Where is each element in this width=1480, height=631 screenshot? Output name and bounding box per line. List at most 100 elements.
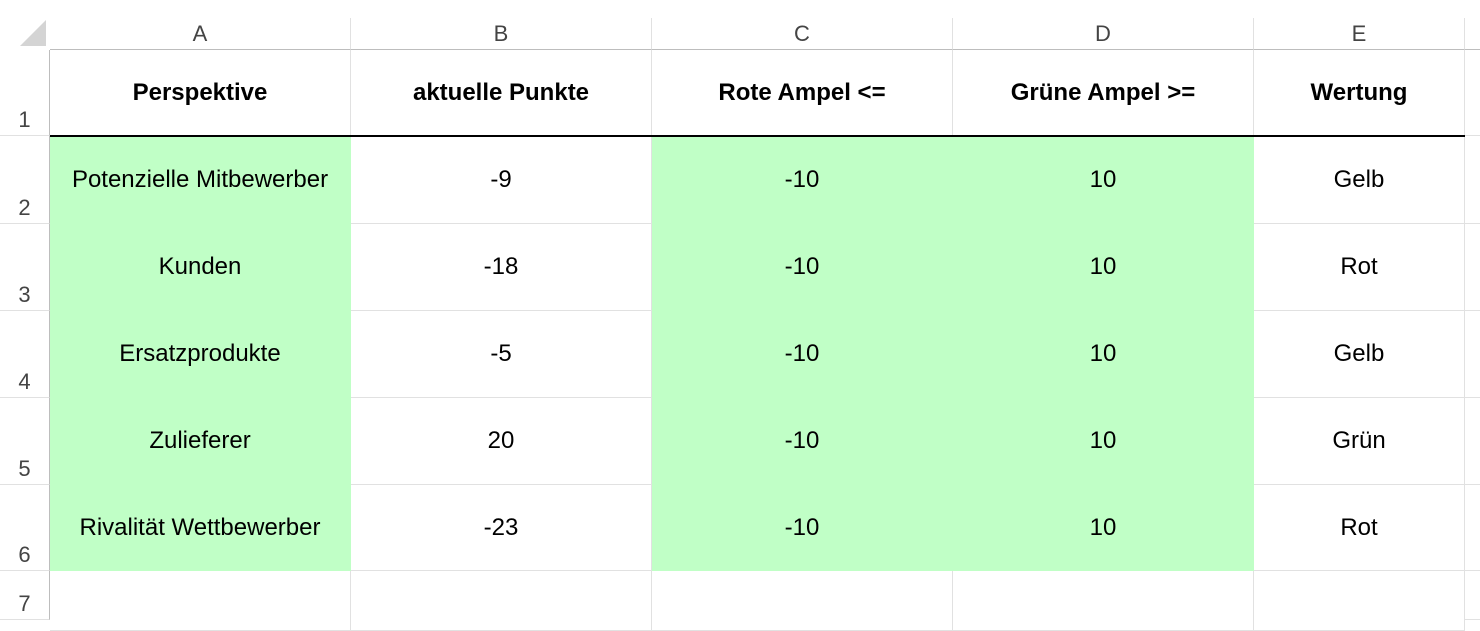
cell-text: Gelb [1333, 340, 1385, 367]
cell-text: -10 [784, 340, 820, 367]
cell-b5[interactable]: 20 [351, 398, 652, 485]
cell-b7[interactable] [351, 571, 652, 631]
cell-text: Potenzielle Mitbewerber [71, 166, 329, 193]
cell-text: D [1095, 20, 1111, 46]
cell-f7[interactable] [1465, 571, 1480, 620]
cell-c4[interactable]: -10 [652, 311, 953, 398]
cell-text: 10 [1089, 340, 1117, 367]
cell-text: 2 [18, 195, 31, 220]
cell-text: Rot [1340, 253, 1378, 280]
cell-text: Wertung [1310, 78, 1408, 106]
header-bottom-border [50, 135, 1465, 137]
cell-text: -10 [784, 427, 820, 454]
cell-c6[interactable]: -10 [652, 485, 953, 571]
row-header-2[interactable]: 2 [0, 136, 50, 224]
row-header-7[interactable]: 7 [0, 571, 50, 620]
select-all-triangle-icon [20, 20, 46, 46]
cell-f4[interactable] [1465, 311, 1480, 398]
cell-a6[interactable]: Rivalität Wettbewerber [50, 485, 351, 571]
cell-e7[interactable] [1254, 571, 1465, 631]
cell-e3[interactable]: Rot [1254, 224, 1465, 311]
cell-text: C [794, 20, 810, 46]
cell-text: -10 [784, 166, 820, 193]
row-header-6[interactable]: 6 [0, 485, 50, 571]
cell-text: 1 [18, 107, 31, 132]
cell-a4[interactable]: Ersatzprodukte [50, 311, 351, 398]
cell-text: -10 [784, 513, 820, 541]
cell-text: E [1351, 20, 1367, 46]
row-header-5[interactable]: 5 [0, 398, 50, 485]
cell-text: 7 [18, 591, 31, 616]
cell-text: Rivalität Wettbewerber [79, 513, 321, 541]
header-cell-e[interactable]: Wertung [1254, 50, 1465, 136]
cell-text: 6 [18, 542, 31, 567]
cell-d7[interactable] [953, 571, 1254, 631]
cell-e5[interactable]: Grün [1254, 398, 1465, 485]
cell-b4[interactable]: -5 [351, 311, 652, 398]
cell-text: A [192, 20, 208, 46]
cell-text: 10 [1089, 513, 1117, 541]
cell-e4[interactable]: Gelb [1254, 311, 1465, 398]
cell-text: Grüne Ampel >= [1010, 78, 1196, 106]
column-header-e[interactable]: E [1254, 18, 1465, 50]
cell-text: -10 [784, 253, 820, 280]
cell-text: -5 [490, 340, 512, 367]
cell-text: Kunden [158, 253, 242, 280]
cell-text: 10 [1089, 166, 1117, 193]
cell-c7[interactable] [652, 571, 953, 631]
cell-a3[interactable]: Kunden [50, 224, 351, 311]
header-cell-d[interactable]: Grüne Ampel >= [953, 50, 1254, 136]
row-header-3[interactable]: 3 [0, 224, 50, 311]
cell-text: Zulieferer [149, 427, 251, 454]
cell-d6[interactable]: 10 [953, 485, 1254, 571]
cell-b3[interactable]: -18 [351, 224, 652, 311]
select-all-button[interactable] [0, 18, 50, 50]
cell-text: Rote Ampel <= [718, 78, 886, 106]
cell-text: Rot [1340, 513, 1378, 541]
cell-f1[interactable] [1465, 50, 1480, 136]
cell-text: Ersatzprodukte [119, 340, 281, 367]
column-header-b[interactable]: B [351, 18, 652, 50]
cell-a5[interactable]: Zulieferer [50, 398, 351, 485]
cell-text: 20 [487, 427, 515, 454]
cell-c2[interactable]: -10 [652, 137, 953, 224]
header-cell-b[interactable]: aktuelle Punkte [351, 50, 652, 136]
cell-text: 3 [18, 282, 31, 307]
column-header-c[interactable]: C [652, 18, 953, 50]
cell-c5[interactable]: -10 [652, 398, 953, 485]
cell-text: Gelb [1333, 166, 1385, 193]
cell-a2[interactable]: Potenzielle Mitbewerber [50, 137, 351, 224]
cell-text: B [493, 20, 509, 46]
cell-b6[interactable]: -23 [351, 485, 652, 571]
cell-text: 10 [1089, 253, 1117, 280]
cell-f5[interactable] [1465, 398, 1480, 485]
cell-d3[interactable]: 10 [953, 224, 1254, 311]
cell-a7[interactable] [50, 571, 351, 631]
header-cell-a[interactable]: Perspektive [50, 50, 351, 136]
cell-c3[interactable]: -10 [652, 224, 953, 311]
cell-f2[interactable] [1465, 136, 1480, 224]
cell-d4[interactable]: 10 [953, 311, 1254, 398]
cell-b2[interactable]: -9 [351, 137, 652, 224]
row-header-4[interactable]: 4 [0, 311, 50, 398]
cell-text: 5 [18, 456, 31, 481]
cell-text: Grün [1332, 427, 1386, 454]
header-cell-c[interactable]: Rote Ampel <= [652, 50, 953, 136]
column-header-a[interactable]: A [50, 18, 351, 50]
cell-text: Perspektive [132, 78, 268, 106]
cell-e2[interactable]: Gelb [1254, 137, 1465, 224]
cell-d2[interactable]: 10 [953, 137, 1254, 224]
row-header-1[interactable]: 1 [0, 50, 50, 136]
cell-text: aktuelle Punkte [412, 78, 590, 106]
cell-text: -9 [490, 166, 512, 193]
cell-text: 10 [1089, 427, 1117, 454]
cell-f3[interactable] [1465, 224, 1480, 311]
column-header-f[interactable] [1465, 18, 1480, 50]
cell-e6[interactable]: Rot [1254, 485, 1465, 571]
cell-d5[interactable]: 10 [953, 398, 1254, 485]
cell-text: 4 [18, 369, 31, 394]
cell-f6[interactable] [1465, 485, 1480, 571]
cell-text: -23 [483, 513, 519, 541]
cell-text: -18 [483, 253, 519, 280]
column-header-d[interactable]: D [953, 18, 1254, 50]
